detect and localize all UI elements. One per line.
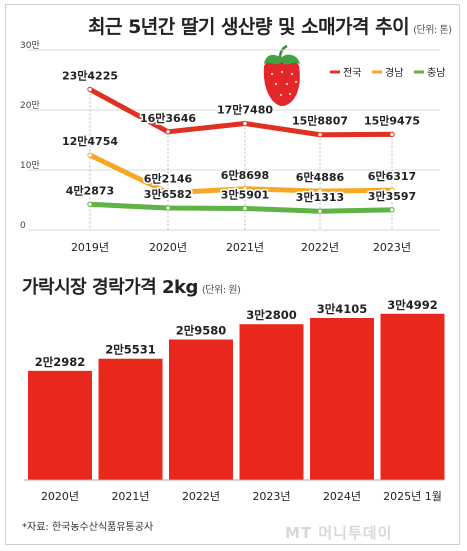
data-point xyxy=(87,152,93,158)
series-line-충남 xyxy=(87,201,395,214)
data-label: 6만6317 xyxy=(368,169,416,183)
data-label: 6만8698 xyxy=(221,168,269,182)
y-tick-label: 30만 xyxy=(20,40,40,51)
data-label: 4만2873 xyxy=(66,183,114,197)
data-label: 17만7480 xyxy=(217,103,273,117)
watermark-logo: MT 머니투데이 xyxy=(285,524,393,542)
data-point xyxy=(242,120,248,127)
data-point xyxy=(87,201,93,207)
data-label: 12만4754 xyxy=(62,134,118,148)
data-label: 16만3646 xyxy=(140,111,196,125)
data-label: 3만5901 xyxy=(221,187,269,201)
data-label: 6만2146 xyxy=(144,172,193,186)
bar-chart-unit: (단위: 원) xyxy=(201,285,241,296)
data-point xyxy=(389,207,395,213)
data-label: 6만4886 xyxy=(296,170,345,184)
data-point xyxy=(389,131,395,138)
line-chart-title: 최근 5년간 딸기 생산량 및 소매가격 추이 (단위: 톤) xyxy=(88,16,452,38)
x-tick-label: 2019년 xyxy=(71,241,109,254)
x-tick-label: 2021년 xyxy=(226,241,264,254)
line-chart-unit: (단위: 톤) xyxy=(413,25,452,36)
source-note: *자료: 한국농수산식품유통공사 xyxy=(22,522,154,533)
strawberry-icon xyxy=(263,44,300,106)
data-label: 15만9475 xyxy=(364,113,420,127)
x-tick-label: 2023년 xyxy=(373,241,411,254)
data-point xyxy=(242,205,248,212)
data-label: 23만4225 xyxy=(62,68,118,82)
y-tick-label: 20만 xyxy=(20,100,40,111)
data-point xyxy=(389,187,395,193)
legend-label: 경남 xyxy=(385,66,403,79)
data-label: 3만1313 xyxy=(296,190,344,204)
data-point xyxy=(87,86,93,93)
bar-chart-title: 가락시장 경락가격 2kg (단위: 원) xyxy=(22,277,241,298)
production-line-chart: 0 10만 20만 30만 2019년 2020년 2021년 2022년 2023년 23만42… xyxy=(20,40,445,254)
x-tick-label: 2020년 xyxy=(149,241,187,254)
data-point xyxy=(165,205,171,211)
y-tick-label: 0 xyxy=(20,221,26,231)
data-point xyxy=(165,190,171,196)
data-label: 3만6582 xyxy=(144,187,192,201)
data-point xyxy=(317,188,323,194)
data-point xyxy=(242,186,248,192)
data-label: 3만3597 xyxy=(368,189,416,203)
legend-label: 충남 xyxy=(427,67,445,79)
data-point xyxy=(317,132,323,138)
data-point xyxy=(165,129,171,135)
data-label: 15만8807 xyxy=(292,114,348,128)
legend-label: 전국 xyxy=(343,67,361,79)
x-tick-label: 2022년 xyxy=(301,241,339,254)
data-point xyxy=(317,208,323,214)
y-tick-label: 10만 xyxy=(20,160,40,171)
